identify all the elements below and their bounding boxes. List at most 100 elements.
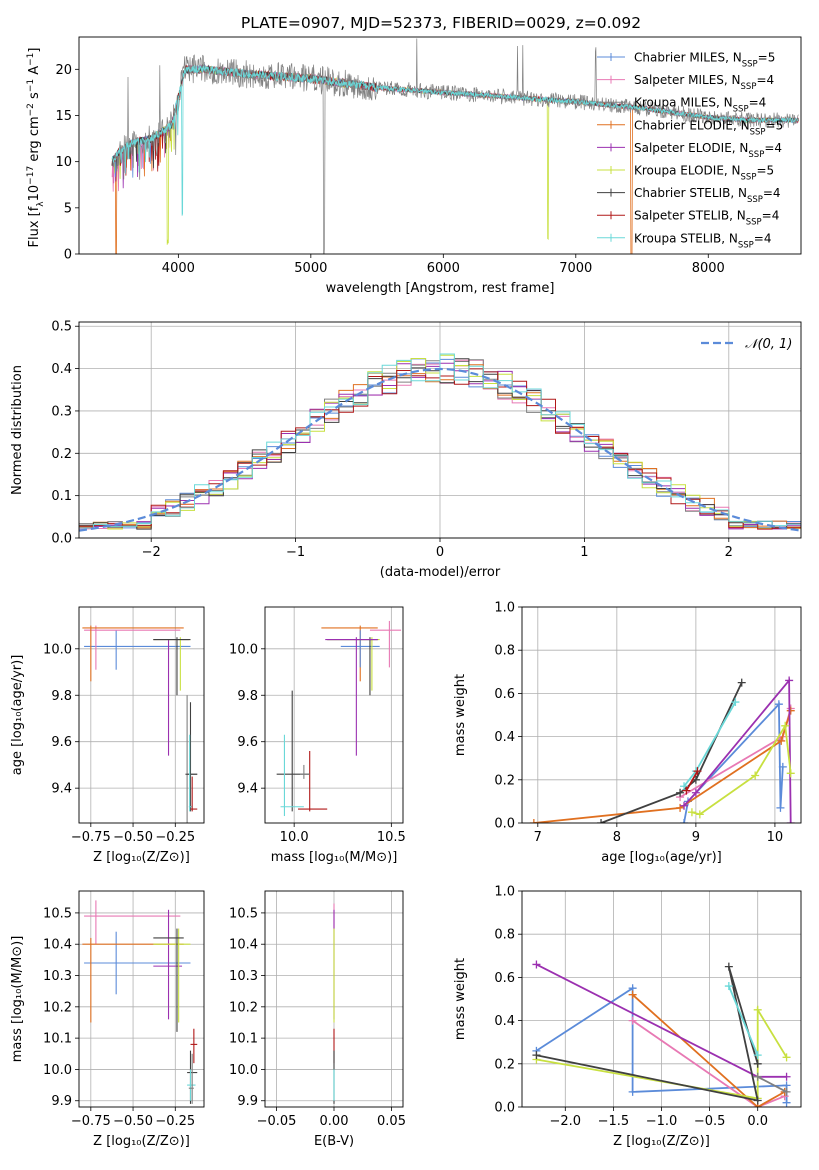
residuals-xtick-label: 1	[580, 545, 588, 560]
age_vs_z-xtick-label: −0.25	[155, 830, 195, 845]
weight-marker	[753, 1059, 762, 1068]
weight-line-chabrier-stelib	[536, 966, 759, 1102]
mass_vs_ebv-frame	[264, 890, 404, 1108]
residuals-frame	[78, 321, 802, 539]
weight-marker	[782, 1072, 791, 1081]
mass_vs_z-xtick-label: −0.75	[71, 1114, 111, 1129]
mass_vs_z-ytick-label: 10.5	[43, 906, 72, 921]
age_vs_z-xtick-label: −0.75	[71, 830, 111, 845]
weight-marker	[676, 788, 685, 797]
weight-marker	[782, 1053, 791, 1062]
mass_weight_vs_z-xtick-label: −1.0	[646, 1114, 678, 1129]
mass_vs_ebv-xtick-label: 0.00	[320, 1114, 349, 1129]
mass_weight_vs_age-xtick-label: 9	[692, 830, 700, 845]
residuals-xlabel: (data-model)/error	[380, 565, 501, 580]
mass_vs_z-ytick-label: 10.3	[43, 969, 72, 984]
weight-marker	[628, 1087, 637, 1096]
age_vs_mass-axes: 10.0 10.5 9.4 9.6 9.8 10.0 mass [log₁₀(M/M⊙)]	[229, 607, 406, 865]
weight-marker	[785, 676, 794, 685]
weight-marker	[776, 803, 785, 812]
mass_vs_z-ytick-label: 10.4	[43, 938, 72, 953]
spectrum-xlabel: wavelength [Angstrom, rest frame]	[326, 281, 555, 296]
mass_weight_vs_age-xlabel: age [log₁₀(age/yr)]	[601, 850, 722, 865]
age_vs_mass-xtick-label: 10.5	[377, 830, 406, 845]
age_vs_mass-ytick-label: 10.0	[229, 642, 258, 657]
age_vs_mass-xtick-label: 10.0	[280, 830, 309, 845]
mass_weight_vs_z-axes: −2.0 −1.5 −1.0 −0.5 0.0 0.0 0.2 0.4 0.6 0.8 1.0 Z […	[453, 885, 801, 1149]
mass_vs_z-ytick-label: 9.9	[51, 1094, 72, 1109]
weight-marker	[597, 819, 606, 823]
mass_vs_ebv-ytick-label: 10.2	[229, 1000, 258, 1015]
residuals-xtick-label: 0	[436, 545, 444, 560]
weight-marker	[680, 819, 689, 823]
mass_vs_z-ytick-label: 10.1	[43, 1032, 72, 1047]
age_vs_mass-frame	[264, 606, 404, 824]
mass_vs_ebv-ytick-label: 10.1	[229, 1032, 258, 1047]
residuals-xtick-label: −1	[286, 545, 305, 560]
mass_weight_vs_age-frame	[521, 606, 802, 824]
weight-marker	[628, 990, 637, 999]
weight-marker	[782, 1098, 791, 1107]
mass_vs_ebv-ytick-label: 10.3	[229, 969, 258, 984]
age_vs_z-ytick-label: 9.8	[51, 689, 72, 704]
weight-marker	[786, 769, 795, 778]
mass_vs_z-xtick-label: −0.50	[113, 1114, 153, 1129]
weight-marker	[782, 1087, 791, 1096]
weight-marker	[724, 982, 733, 991]
weight-marker	[532, 1051, 541, 1060]
weight-marker	[628, 1016, 637, 1025]
mass_weight_vs_z-ytick-label: 0.4	[494, 1014, 515, 1029]
mass_weight_vs_age-xtick-label: 10	[767, 830, 784, 845]
mass_weight_vs_age-axes: 7 8 9 10 0.0 0.2 0.4 0.6 0.8 1.0 age [log₁₀(age/yr…	[453, 601, 801, 865]
spectrum-series-kroupa-stelib	[111, 65, 799, 216]
residual-legend-label: 𝒩(0, 1)	[745, 337, 792, 352]
residuals-ytick-label: 0.5	[51, 320, 72, 335]
mass_vs_z-ytick-label: 10.0	[43, 1063, 72, 1078]
age_vs_mass-ytick-label: 9.6	[237, 735, 258, 750]
weight-line-chabrier-elodie	[631, 994, 786, 1107]
weight-marker	[682, 786, 691, 795]
age_vs_z-axes: −0.75 −0.50 −0.25 9.4 9.6 9.8 10.0 Z [log₁₀(Z/Z…	[10, 607, 204, 865]
figure-title: PLATE=0907, MJD=52373, FIBERID=0029, z=0…	[241, 14, 641, 32]
weight-marker	[691, 788, 700, 797]
weight-line-kroupa-stelib	[727, 985, 759, 1056]
spectrum-ylabel: Flux [fλ10−17 erg cm−2 s−1 A−1]	[26, 48, 46, 248]
weight-line-salpeter-miles	[632, 1019, 785, 1107]
mass_weight_vs_z-xtick-label: −1.5	[598, 1114, 630, 1129]
weight-marker	[781, 721, 790, 730]
residuals-xtick-label: 2	[725, 545, 733, 560]
weight-marker	[687, 808, 696, 817]
weight-marker	[693, 767, 702, 776]
mass_weight_vs_age-ytick-label: 1.0	[494, 601, 515, 616]
spectrum-lines	[111, 38, 799, 254]
weight-marker	[731, 698, 740, 707]
residual-steps	[79, 353, 801, 532]
mass_weight_vs_z-xtick-label: −2.0	[550, 1114, 582, 1129]
weight-marker	[774, 700, 783, 709]
weight-marker	[529, 819, 538, 823]
age_vs_z-ytick-label: 10.0	[43, 642, 72, 657]
mass_vs_z-frame	[78, 890, 205, 1108]
spectrum-series-kroupa-miles	[111, 38, 799, 254]
residuals-xtick-label: −2	[142, 545, 161, 560]
weight-marker	[695, 810, 704, 819]
spectrum-ytick-label: 20	[55, 63, 72, 78]
mass_weight_vs_age-ytick-label: 0.8	[494, 644, 515, 659]
residuals-ytick-label: 0.1	[51, 489, 72, 504]
mass_weight_vs_age-xtick-label: 8	[613, 830, 621, 845]
weight-marker	[777, 736, 786, 745]
spectrum-ytick-label: 10	[55, 155, 72, 170]
age_vs_z-frame	[78, 606, 205, 824]
weight-marker	[753, 1005, 762, 1014]
mass_weight_vs_z-xlabel: Z [log₁₀(Z/Z⊙)]	[613, 1134, 710, 1149]
weight-marker	[737, 678, 746, 687]
mass_vs_z-points	[82, 900, 198, 1104]
weight-marker	[680, 801, 689, 810]
mass_weight_vs_z-frame	[521, 890, 802, 1108]
residuals-ytick-label: 0.3	[51, 404, 72, 419]
age_vs_z-xlabel: Z [log₁₀(Z/Z⊙)]	[93, 850, 190, 865]
spectrum-xtick-label: 6000	[427, 261, 460, 276]
residuals-ytick-label: 0.0	[51, 532, 72, 547]
age_vs_mass-ytick-label: 9.8	[237, 689, 258, 704]
